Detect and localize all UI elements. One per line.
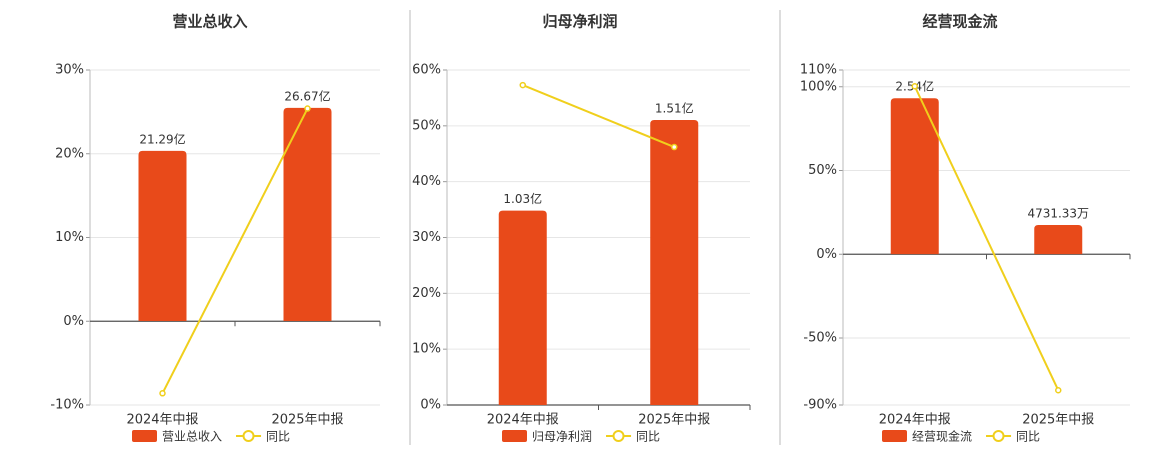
- bar: [1034, 225, 1083, 255]
- y-tick-label: 50%: [808, 163, 837, 178]
- legend-label: 同比: [1016, 430, 1040, 444]
- value-label: 21.29亿: [139, 131, 185, 146]
- legend-swatch: [132, 430, 157, 442]
- line: [913, 85, 1060, 391]
- y-tick-label: -90%: [803, 398, 837, 413]
- bar: [890, 98, 939, 255]
- legend-swatch: [612, 430, 625, 442]
- y-tick-label: 60%: [412, 63, 441, 78]
- value-label: 4731.33万: [1027, 207, 1089, 221]
- chart-title: 营业总收入: [172, 13, 247, 31]
- line-point: [671, 143, 678, 151]
- x-tick-label: 2024年中报: [126, 413, 198, 428]
- y-tick-label: 30%: [55, 63, 84, 78]
- legend-swatch: [882, 430, 907, 442]
- y-tick-label: 110%: [800, 63, 837, 78]
- x-tick-label: 2025年中报: [271, 413, 343, 428]
- bar: [283, 107, 332, 322]
- legend-label: 归母净利润: [532, 430, 592, 444]
- x-tick-label: 2024年中报: [487, 413, 559, 428]
- y-tick-label: 20%: [412, 286, 441, 301]
- line-point: [519, 81, 526, 89]
- chart-title: 归母净利润: [542, 13, 617, 31]
- legend-swatch: [992, 430, 1005, 442]
- legend-label: 同比: [266, 430, 290, 444]
- bar: [498, 210, 547, 405]
- legend-swatch: [242, 430, 255, 442]
- line-point: [1055, 387, 1062, 394]
- legend-label: 经营现金流: [912, 429, 972, 444]
- line-point: [159, 390, 166, 397]
- x-tick-label: 2025年中报: [638, 413, 710, 428]
- line: [161, 108, 309, 394]
- chart-title: 经营现金流: [922, 13, 997, 31]
- legend-label: 同比: [636, 430, 660, 444]
- line-point: [911, 82, 918, 90]
- y-tick-label: 20%: [55, 146, 84, 161]
- x-tick-label: 2024年中报: [879, 413, 951, 428]
- bar: [138, 150, 187, 322]
- y-tick-label: 50%: [412, 118, 441, 133]
- y-tick-label: 10%: [412, 342, 441, 357]
- line-point: [304, 105, 311, 112]
- value-label: 1.03亿: [503, 191, 542, 206]
- y-tick-label: 0%: [63, 314, 84, 329]
- y-tick-label: 0%: [816, 247, 837, 262]
- bar: [650, 120, 699, 405]
- y-tick-label: 30%: [412, 230, 441, 245]
- line: [522, 84, 675, 148]
- legend-swatch: [502, 430, 527, 442]
- value-label: 26.67亿: [284, 88, 330, 103]
- x-tick-label: 2025年中报: [1022, 413, 1094, 428]
- legend-label: 营业总收入: [162, 430, 222, 444]
- y-tick-label: -50%: [803, 331, 837, 346]
- y-tick-label: 100%: [800, 79, 837, 94]
- y-tick-label: -10%: [50, 398, 84, 413]
- value-label: 1.51亿: [655, 101, 694, 116]
- y-tick-label: 10%: [55, 230, 84, 245]
- y-tick-label: 0%: [420, 398, 441, 413]
- y-tick-label: 40%: [412, 174, 441, 189]
